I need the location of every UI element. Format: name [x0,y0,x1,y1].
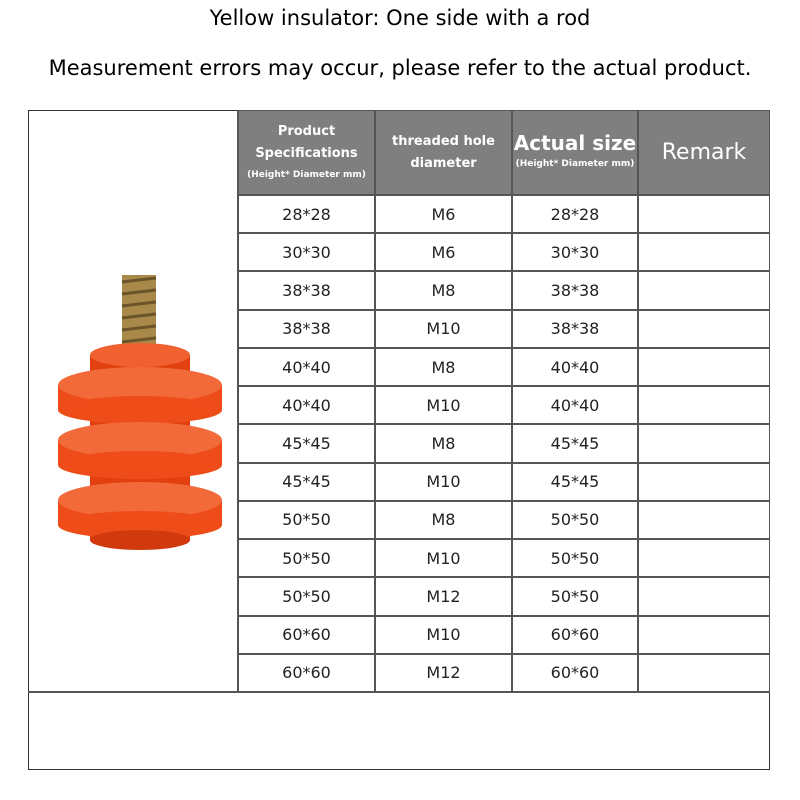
table-cell: M12 [375,577,512,616]
table-cell: M8 [375,271,512,310]
table-cell: 38*38 [238,271,375,310]
insulator-body [58,343,222,550]
table-cell: 60*60 [512,615,638,654]
table-cell: M10 [375,539,512,578]
header-text: Remark [661,139,747,165]
table-cell: 60*60 [238,615,375,654]
table-cell: 28*28 [238,195,375,234]
table-cell: 40*40 [512,347,638,387]
insulator-image [58,275,222,550]
remark-cell [638,424,770,463]
table-cell: 45*45 [238,462,375,501]
table-cell: M12 [375,653,512,692]
table-cell: M10 [375,386,512,425]
header-cell: Actual size (Height* Diameter mm) [512,110,638,195]
table-cell: 28*28 [512,195,638,234]
table-cell: 50*50 [238,500,375,540]
header-text: Product Specifications [255,123,358,161]
table-cell: 38*38 [512,309,638,348]
subtitle: Measurement errors may occur, please ref… [48,56,752,80]
table-cell: 38*38 [512,271,638,310]
remark-cell [638,347,770,387]
remark-cell [638,653,770,692]
remark-cell [638,577,770,616]
table-cell: 45*45 [512,462,638,501]
table-cell: 50*50 [238,539,375,578]
remark-cell [638,386,770,425]
header-cell: threaded hole diameter [375,110,512,195]
remark-cell [638,539,770,578]
remark-cell [638,615,770,654]
table-cell: 50*50 [512,500,638,540]
remark-cell [638,233,770,272]
image-cell [28,110,238,692]
table-cell: 60*60 [512,653,638,692]
header-note: (Height* Diameter mm) [247,169,366,180]
remark-cell [638,462,770,501]
table-cell: 40*40 [238,347,375,387]
table-cell: 45*45 [238,424,375,463]
table-cell: 50*50 [512,539,638,578]
table-cell: 45*45 [512,424,638,463]
table-cell: 40*40 [238,386,375,425]
table-cell: M8 [375,500,512,540]
table-cell: 50*50 [238,577,375,616]
header-cell: Product Specifications (Height* Diameter … [238,110,375,195]
header-text: threaded hole diameter [392,133,495,171]
remark-cell [638,195,770,234]
remark-cell [638,271,770,310]
title: Yellow insulator: One side with a rod [209,6,591,30]
remark-cell [638,309,770,348]
table-cell: 30*30 [238,233,375,272]
table-cell: 30*30 [512,233,638,272]
header-cell: Remark [638,110,770,195]
header-text: Actual size [513,130,637,155]
table-cell: M8 [375,424,512,463]
table-cell: 38*38 [238,309,375,348]
table-cell: M10 [375,309,512,348]
empty-row [28,692,770,770]
table-cell: 50*50 [512,577,638,616]
table-cell: M10 [375,615,512,654]
table-cell: M10 [375,462,512,501]
header-note: (Height* Diameter mm) [515,158,635,169]
table-cell: M6 [375,233,512,272]
table-cell: M6 [375,195,512,234]
table-cell: 60*60 [238,653,375,692]
table-cell: M8 [375,347,512,387]
table-cell: 40*40 [512,386,638,425]
remark-cell [638,500,770,540]
